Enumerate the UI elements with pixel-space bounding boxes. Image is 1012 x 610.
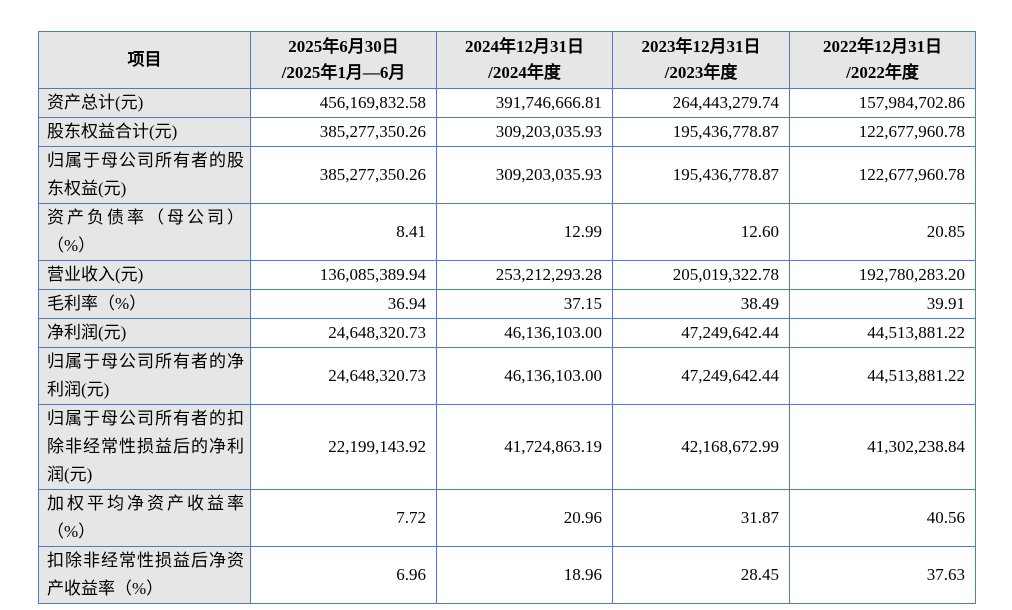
cell-value: 42,168,672.99 <box>612 404 790 490</box>
cell-value: 41,302,238.84 <box>789 404 976 490</box>
cell-value: 39.91 <box>789 289 976 319</box>
header-period-2025: 2025年6月30日 /2025年1月—6月 <box>250 31 437 89</box>
cell-value: 12.60 <box>612 203 790 261</box>
cell-value: 205,019,322.78 <box>612 260 790 290</box>
cell-value: 8.41 <box>250 203 437 261</box>
row-label: 净利润(元) <box>38 318 251 348</box>
header-item: 项目 <box>38 31 251 89</box>
header-period-line1: 2022年12月31日 <box>823 37 942 56</box>
cell-value: 18.96 <box>436 546 613 604</box>
row-label: 资产总计(元) <box>38 88 251 118</box>
header-period-2022: 2022年12月31日 /2022年度 <box>789 31 976 89</box>
row-label: 扣除非经常性损益后净资产收益率（%） <box>38 546 251 604</box>
cell-value: 391,746,666.81 <box>436 88 613 118</box>
cell-value: 136,085,389.94 <box>250 260 437 290</box>
document-page: 项目 2025年6月30日 /2025年1月—6月 2024年12月31日 /2… <box>38 31 976 604</box>
cell-value: 264,443,279.74 <box>612 88 790 118</box>
table-row-revenue: 营业收入(元) 136,085,389.94 253,212,293.28 20… <box>38 260 976 290</box>
cell-value: 122,677,960.78 <box>789 117 976 147</box>
cell-value: 46,136,103.00 <box>436 347 613 405</box>
table-row-roe-excl-nonrecurring: 扣除非经常性损益后净资产收益率（%） 6.96 18.96 28.45 37.6… <box>38 546 976 604</box>
cell-value: 36.94 <box>250 289 437 319</box>
cell-value: 385,277,350.26 <box>250 146 437 204</box>
cell-value: 6.96 <box>250 546 437 604</box>
header-period-line1: 2023年12月31日 <box>641 37 761 56</box>
cell-value: 47,249,642.44 <box>612 347 790 405</box>
row-label: 资产负债率（母公司）（%） <box>38 203 251 261</box>
row-label: 毛利率（%） <box>38 289 251 319</box>
financial-summary-table: 项目 2025年6月30日 /2025年1月—6月 2024年12月31日 /2… <box>38 31 976 604</box>
table-row-parent-net-profit: 归属于母公司所有者的净利润(元) 24,648,320.73 46,136,10… <box>38 347 976 405</box>
table-row-total-equity: 股东权益合计(元) 385,277,350.26 309,203,035.93 … <box>38 117 976 147</box>
cell-value: 12.99 <box>436 203 613 261</box>
cell-value: 40.56 <box>789 489 976 547</box>
row-label: 归属于母公司所有者的扣除非经常性损益后的净利润(元) <box>38 404 251 490</box>
row-label: 营业收入(元) <box>38 260 251 290</box>
cell-value: 20.85 <box>789 203 976 261</box>
cell-value: 157,984,702.86 <box>789 88 976 118</box>
cell-value: 309,203,035.93 <box>436 146 613 204</box>
header-period-line2: /2023年度 <box>664 63 738 82</box>
cell-value: 22,199,143.92 <box>250 404 437 490</box>
cell-value: 24,648,320.73 <box>250 318 437 348</box>
table-row-gross-margin: 毛利率（%） 36.94 37.15 38.49 39.91 <box>38 289 976 319</box>
cell-value: 47,249,642.44 <box>612 318 790 348</box>
header-period-line1: 2025年6月30日 <box>288 37 399 56</box>
table-row-debt-ratio: 资产负债率（母公司）（%） 8.41 12.99 12.60 20.85 <box>38 203 976 261</box>
cell-value: 195,436,778.87 <box>612 117 790 147</box>
table-row-parent-equity: 归属于母公司所有者的股东权益(元) 385,277,350.26 309,203… <box>38 146 976 204</box>
cell-value: 385,277,350.26 <box>250 117 437 147</box>
cell-value: 38.49 <box>612 289 790 319</box>
table-row-net-profit: 净利润(元) 24,648,320.73 46,136,103.00 47,24… <box>38 318 976 348</box>
header-period-2023: 2023年12月31日 /2023年度 <box>612 31 790 89</box>
cell-value: 37.63 <box>789 546 976 604</box>
header-period-line2: /2025年1月—6月 <box>281 63 406 82</box>
row-label: 归属于母公司所有者的净利润(元) <box>38 347 251 405</box>
cell-value: 28.45 <box>612 546 790 604</box>
header-period-line2: /2022年度 <box>846 63 919 82</box>
table-row-total-assets: 资产总计(元) 456,169,832.58 391,746,666.81 26… <box>38 88 976 118</box>
table-header-row: 项目 2025年6月30日 /2025年1月—6月 2024年12月31日 /2… <box>38 31 976 89</box>
cell-value: 309,203,035.93 <box>436 117 613 147</box>
cell-value: 195,436,778.87 <box>612 146 790 204</box>
header-period-line1: 2024年12月31日 <box>465 37 584 56</box>
row-label: 加权平均净资产收益率（%） <box>38 489 251 547</box>
cell-value: 456,169,832.58 <box>250 88 437 118</box>
cell-value: 192,780,283.20 <box>789 260 976 290</box>
cell-value: 122,677,960.78 <box>789 146 976 204</box>
table-row-parent-net-profit-excl-nonrecurring: 归属于母公司所有者的扣除非经常性损益后的净利润(元) 22,199,143.92… <box>38 404 976 490</box>
header-period-2024: 2024年12月31日 /2024年度 <box>436 31 613 89</box>
row-label: 归属于母公司所有者的股东权益(元) <box>38 146 251 204</box>
table-row-weighted-avg-roe: 加权平均净资产收益率（%） 7.72 20.96 31.87 40.56 <box>38 489 976 547</box>
cell-value: 31.87 <box>612 489 790 547</box>
cell-value: 44,513,881.22 <box>789 318 976 348</box>
cell-value: 20.96 <box>436 489 613 547</box>
cell-value: 253,212,293.28 <box>436 260 613 290</box>
header-period-line2: /2024年度 <box>488 63 561 82</box>
cell-value: 46,136,103.00 <box>436 318 613 348</box>
cell-value: 44,513,881.22 <box>789 347 976 405</box>
cell-value: 7.72 <box>250 489 437 547</box>
cell-value: 41,724,863.19 <box>436 404 613 490</box>
row-label: 股东权益合计(元) <box>38 117 251 147</box>
cell-value: 24,648,320.73 <box>250 347 437 405</box>
cell-value: 37.15 <box>436 289 613 319</box>
